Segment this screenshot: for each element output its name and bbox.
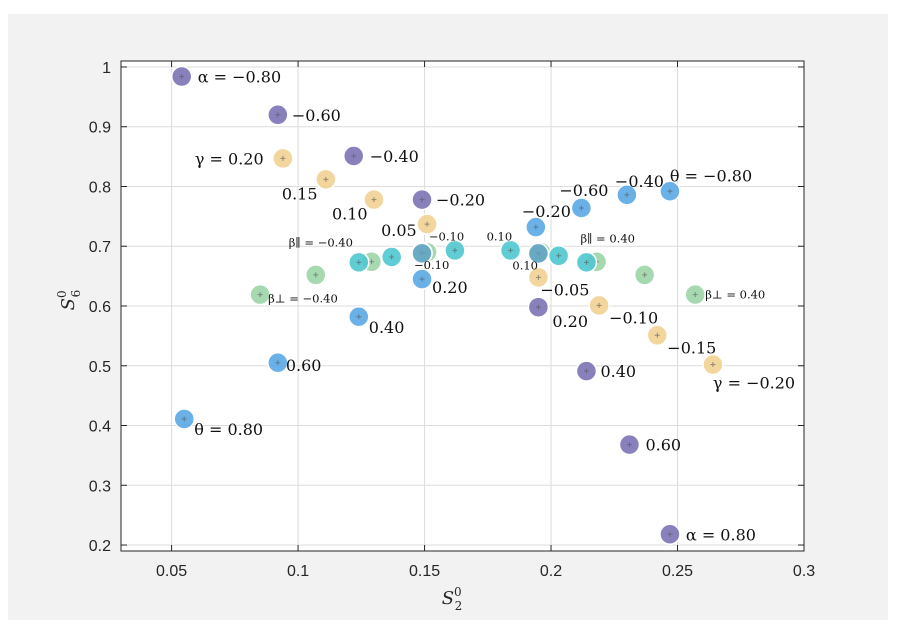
point-center-mark — [533, 224, 539, 230]
point-label-gamma: 0.05 — [381, 221, 417, 240]
point-center-mark — [667, 531, 673, 537]
point-label-beta-par: β∥ = 0.40 — [580, 231, 635, 245]
point-center-mark — [351, 153, 357, 159]
point-center-mark — [356, 259, 362, 265]
x-tick-label: 0.3 — [793, 563, 815, 580]
point-label-alpha: −0.60 — [292, 106, 341, 125]
point-label-gamma: −0.05 — [540, 280, 589, 299]
point-label-beta-par: 0.10 — [487, 229, 513, 243]
point-label-alpha: −0.20 — [436, 191, 485, 210]
y-tick-label: 0.2 — [89, 538, 111, 555]
point-center-mark — [275, 360, 281, 366]
point-center-mark — [275, 112, 281, 118]
point-label-gamma: −0.10 — [609, 308, 658, 327]
x-tick-label: 0.1 — [287, 563, 309, 580]
point-center-mark — [556, 253, 562, 259]
point-center-mark — [692, 292, 698, 298]
point-center-mark — [179, 74, 185, 80]
point-center-mark — [654, 332, 660, 338]
x-axis-label: S0 2 — [442, 585, 463, 613]
point-label-alpha: α = −0.80 — [198, 68, 281, 87]
point-center-mark — [323, 176, 329, 182]
point-center-mark — [508, 247, 514, 253]
x-tick-label: 0.25 — [662, 563, 693, 580]
point-center-mark — [452, 247, 458, 253]
point-label-beta-par: −0.10 — [414, 258, 449, 272]
point-center-mark — [583, 259, 589, 265]
y-tick-label: 0.4 — [89, 419, 111, 436]
point-label-gamma: γ = 0.20 — [195, 149, 264, 168]
point-label-theta: −0.60 — [559, 181, 608, 200]
point-center-mark — [535, 274, 541, 280]
point-center-mark — [710, 362, 716, 368]
point-label-theta: 0.60 — [286, 356, 322, 375]
point-center-mark — [419, 197, 425, 203]
point-center-mark — [257, 292, 263, 298]
point-label-theta: −0.40 — [615, 172, 664, 191]
point-label-gamma: 0.15 — [282, 184, 318, 203]
point-label-beta-perp: β⊥ = 0.40 — [705, 288, 765, 302]
point-label-alpha: −0.40 — [370, 147, 419, 166]
point-label-alpha: 0.40 — [600, 362, 636, 381]
y-tick-label: 0.9 — [89, 120, 111, 137]
point-label-gamma: −0.15 — [667, 338, 716, 357]
point-label-beta-perp: β⊥ = −0.40 — [268, 292, 338, 306]
y-tick-label: 0.6 — [89, 299, 111, 316]
point-label-gamma: γ = −0.20 — [713, 374, 795, 393]
scatter-point-center — [411, 242, 433, 265]
point-center-mark — [280, 155, 286, 161]
data-points — [170, 65, 724, 546]
point-label-beta-par: β∥ = −0.40 — [289, 235, 353, 249]
point-center-mark — [596, 302, 602, 308]
point-label-theta: θ = −0.80 — [670, 166, 752, 185]
point-center-mark — [356, 314, 362, 320]
x-tick-label: 0.05 — [156, 563, 187, 580]
point-center-mark — [667, 188, 673, 194]
x-tick-label: 0.2 — [540, 563, 562, 580]
point-label-alpha: α = 0.80 — [686, 525, 756, 544]
y-tick-label: 0.7 — [89, 239, 111, 256]
point-annotations: β⊥ = −0.40 β⊥ = 0.40γ = 0.200.150.100.05−… — [194, 68, 795, 545]
point-center-mark — [624, 192, 630, 198]
point-label-gamma: 0.10 — [332, 205, 368, 224]
point-label-theta: 0.20 — [432, 278, 468, 297]
point-center-mark — [626, 442, 632, 448]
axes: 0.05 0.1 0.15 0.2 0.25 0.3 0.2 0.3 0.4 0.5 0.6 0.7 0… — [89, 60, 815, 580]
point-label-beta-par: −0.10 — [429, 229, 464, 243]
point-center-mark — [313, 272, 319, 278]
y-axis-label: S06 — [55, 290, 83, 311]
y-tick-label: 0.3 — [89, 478, 111, 495]
point-center-mark — [424, 221, 430, 227]
point-label-theta: −0.20 — [522, 202, 571, 221]
point-center-mark — [389, 254, 395, 260]
point-label-alpha: 0.20 — [552, 312, 588, 331]
point-center-mark — [371, 197, 377, 203]
point-center-mark — [368, 259, 374, 265]
point-label-beta-par: 0.10 — [512, 258, 538, 272]
point-label-theta: θ = 0.80 — [194, 420, 263, 439]
point-center-mark — [419, 276, 425, 282]
y-tick-label: 0.5 — [89, 359, 111, 376]
y-tick-label: 1 — [102, 60, 111, 77]
ticks: 0.05 0.1 0.15 0.2 0.25 0.3 0.2 0.3 0.4 0.5 0.6 0.7 0… — [89, 60, 815, 580]
scatter-point-center — [527, 242, 550, 265]
x-tick-label: 0.15 — [409, 563, 440, 580]
point-center-mark — [642, 272, 648, 278]
point-center-mark — [583, 368, 589, 374]
point-center-mark — [535, 304, 541, 310]
point-center-mark — [181, 416, 187, 422]
point-center-mark — [578, 205, 584, 211]
point-label-alpha: 0.60 — [645, 436, 681, 455]
point-label-theta: 0.40 — [369, 318, 405, 337]
y-tick-label: 0.8 — [89, 179, 111, 196]
